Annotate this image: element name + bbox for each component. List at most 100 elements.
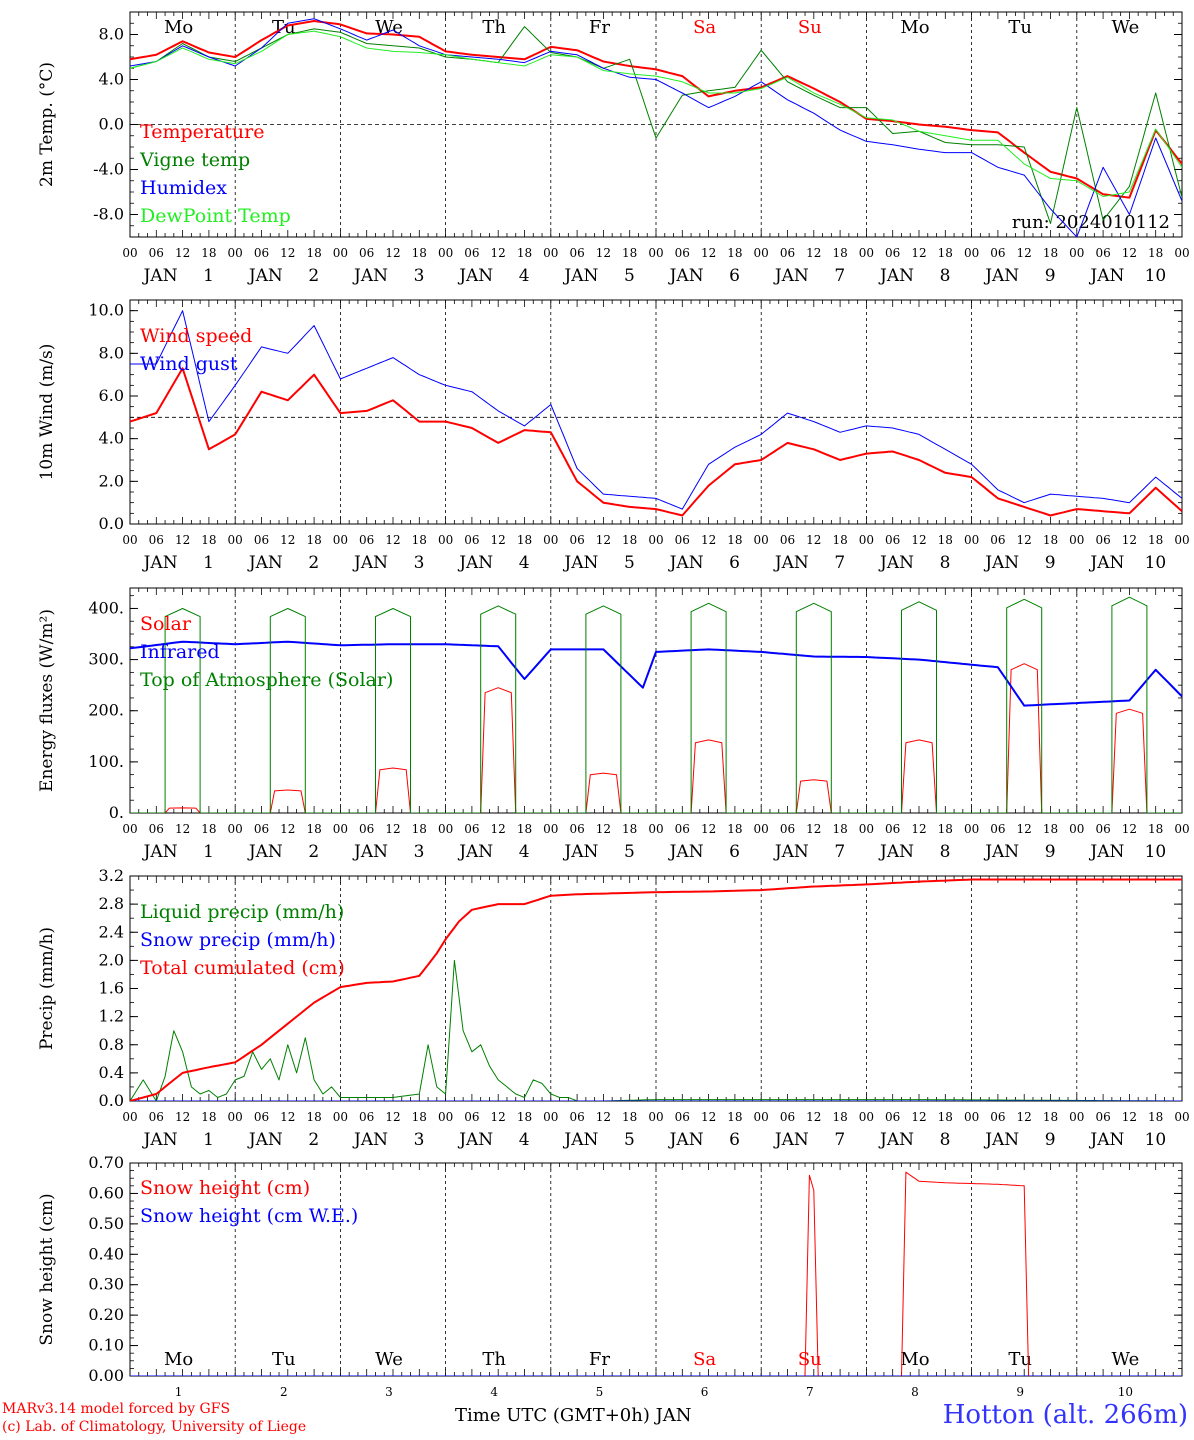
y-axis-title: 2m Temp. (°C) (37, 62, 57, 187)
month-label: JAN (562, 1130, 598, 1150)
legend-entry: Wind gust (140, 353, 238, 375)
hour-tick-label: 00 (438, 246, 453, 260)
hour-tick-label: 18 (832, 1110, 847, 1124)
hour-tick-label: 12 (491, 822, 506, 836)
hour-tick-label: 12 (701, 822, 716, 836)
day-of-week-label: Fr (589, 17, 610, 38)
hour-tick-label: 18 (517, 246, 532, 260)
y-tick-label: 0.0 (99, 514, 124, 533)
hour-tick-label: 00 (543, 246, 558, 260)
hour-tick-label: 18 (727, 533, 742, 547)
day-of-week-label: Sa (693, 17, 716, 38)
hour-tick-label: 06 (675, 533, 690, 547)
y-tick-label: 300. (88, 650, 124, 669)
day-number-label: 9 (1045, 842, 1056, 862)
month-label: JAN (878, 1130, 914, 1150)
y-tick-label: 0.50 (88, 1214, 124, 1233)
day-number-label: 1 (203, 1130, 214, 1150)
hour-tick-label: 12 (911, 822, 926, 836)
hour-tick-label: 00 (543, 533, 558, 547)
y-axis-title: 10m Wind (m/s) (37, 344, 57, 481)
site-name: Hotton (alt. 266m) (942, 1400, 1188, 1430)
day-number-label: 4 (490, 1385, 498, 1399)
month-label: JAN (983, 266, 1019, 286)
hour-tick-label: 12 (385, 533, 400, 547)
hour-tick-label: 18 (306, 1110, 321, 1124)
series-line-wind-speed (130, 367, 1182, 517)
day-number-label: 9 (1045, 553, 1056, 573)
hour-tick-label: 12 (701, 533, 716, 547)
hour-tick-label: 06 (780, 533, 795, 547)
day-number-label: 7 (806, 1385, 814, 1399)
hour-tick-label: 06 (1095, 822, 1110, 836)
hour-tick-label: 18 (201, 822, 216, 836)
series-line-liquid-precip-mm-h- (130, 959, 1182, 1101)
hour-tick-label: 12 (1122, 1110, 1137, 1124)
day-number-label: 1 (175, 1385, 183, 1399)
hour-tick-label: 12 (280, 1110, 295, 1124)
y-axis-title: Precip (mm/h) (37, 927, 57, 1050)
month-label: JAN (1088, 553, 1124, 573)
hour-tick-label: 00 (333, 822, 348, 836)
hour-tick-label: 18 (727, 246, 742, 260)
hour-tick-label: 18 (622, 533, 637, 547)
hour-tick-label: 18 (1148, 822, 1163, 836)
y-tick-label: -4.0 (93, 160, 124, 179)
y-tick-label: 0.4 (99, 1063, 124, 1082)
legend-entry: Solar (140, 613, 192, 635)
hour-tick-label: 06 (990, 822, 1005, 836)
y-tick-label: 8.0 (99, 25, 124, 44)
day-number-label: 6 (729, 553, 740, 573)
hour-tick-label: 06 (149, 822, 164, 836)
hour-tick-label: 18 (306, 533, 321, 547)
day-number-label: 6 (701, 1385, 709, 1399)
hour-tick-label: 18 (622, 246, 637, 260)
month-label: JAN (457, 553, 493, 573)
day-of-week-label: Mo (164, 17, 193, 38)
day-of-week-label: Mo (900, 17, 929, 38)
hour-tick-label: 12 (491, 533, 506, 547)
month-label: JAN (247, 1130, 283, 1150)
y-tick-label: 4.0 (99, 429, 124, 448)
hour-tick-label: 06 (885, 1110, 900, 1124)
hour-tick-label: 00 (438, 533, 453, 547)
month-label: JAN (352, 266, 388, 286)
month-label: JAN (247, 553, 283, 573)
day-of-week-label: Tu (1008, 17, 1032, 38)
hour-tick-label: 12 (806, 822, 821, 836)
hour-tick-label: 12 (1017, 822, 1032, 836)
hour-tick-label: 12 (596, 246, 611, 260)
hour-tick-label: 00 (1069, 1110, 1084, 1124)
hour-tick-label: 06 (990, 1110, 1005, 1124)
y-tick-label: 0.20 (88, 1305, 124, 1324)
hour-tick-label: 18 (201, 1110, 216, 1124)
series-line-humidex (130, 18, 1182, 237)
hour-tick-label: 00 (333, 246, 348, 260)
legend-entry: Snow height (cm W.E.) (140, 1205, 358, 1227)
hour-tick-label: 18 (1043, 533, 1058, 547)
series-group (130, 878, 1182, 1101)
hour-tick-label: 00 (859, 822, 874, 836)
series-line-temperature (130, 20, 1182, 199)
month-label: JAN (878, 266, 914, 286)
day-number-label: 6 (729, 1130, 740, 1150)
series-group (130, 310, 1182, 517)
month-label: JAN (878, 553, 914, 573)
hour-tick-label: 12 (1017, 246, 1032, 260)
y-tick-label: 0.40 (88, 1244, 124, 1263)
day-number-label: 9 (1016, 1385, 1024, 1399)
hour-tick-label: 18 (1148, 533, 1163, 547)
hour-tick-label: 18 (832, 822, 847, 836)
hour-tick-label: 00 (754, 533, 769, 547)
x-axis-title: Time UTC (GMT+0h) JAN (455, 1405, 692, 1426)
hour-tick-label: 00 (964, 246, 979, 260)
hour-tick-label: 12 (806, 1110, 821, 1124)
hour-tick-label: 18 (1043, 1110, 1058, 1124)
month-label: JAN (983, 553, 1019, 573)
y-tick-label: 0.60 (88, 1183, 124, 1202)
month-label: JAN (773, 842, 809, 862)
day-number-label: 4 (519, 842, 530, 862)
hour-tick-label: 12 (175, 246, 190, 260)
day-number-label: 9 (1045, 1130, 1056, 1150)
